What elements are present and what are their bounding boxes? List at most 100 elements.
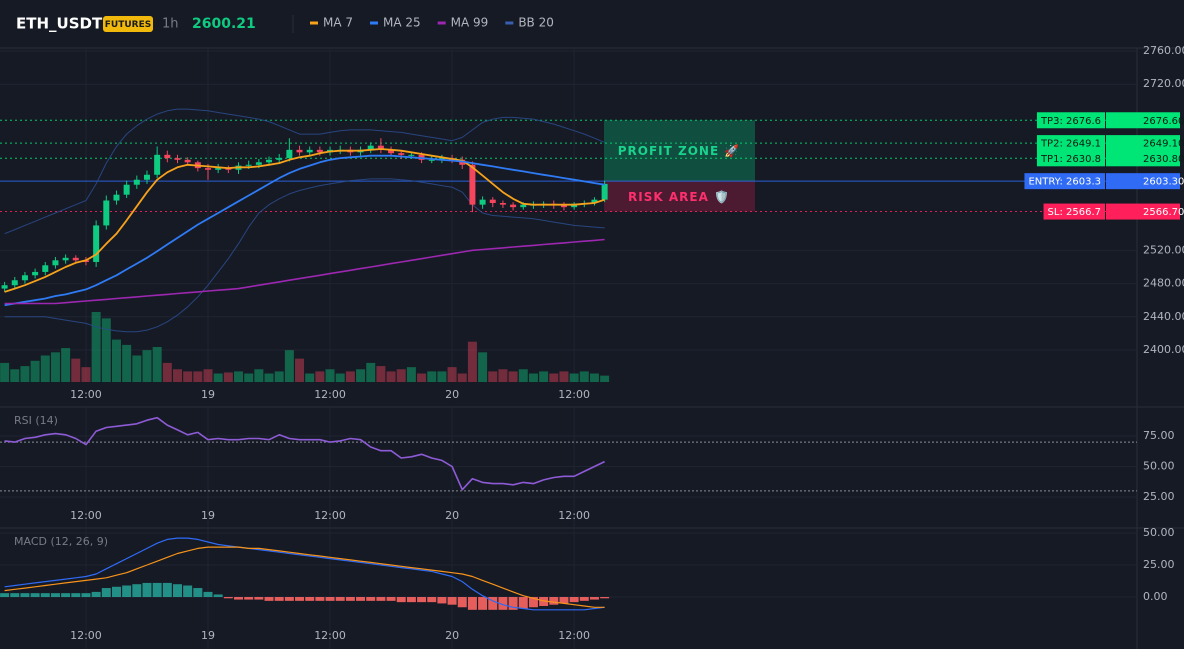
- volume-bar: [335, 373, 345, 382]
- zone-label: PROFIT ZONE 🚀: [618, 144, 741, 158]
- level-badge-bg: [1036, 135, 1105, 152]
- volume-bar: [447, 367, 457, 382]
- histogram-bar: [417, 597, 427, 603]
- zone-label: RISK AREA 🛡️: [628, 190, 730, 204]
- volume-bar: [437, 371, 447, 382]
- volume-bar: [101, 318, 111, 382]
- x-tick-label: 20: [445, 388, 459, 401]
- histogram-bar: [549, 597, 559, 605]
- y-tick-label: 50.00: [1143, 460, 1175, 473]
- volume-bar: [223, 372, 233, 382]
- level-price-bg: [1106, 173, 1180, 190]
- volume-bar: [457, 373, 467, 382]
- histogram-bar: [528, 597, 538, 608]
- histogram-bar: [30, 593, 40, 598]
- candle-body: [143, 174, 150, 180]
- macd-title: MACD (12, 26, 9): [14, 535, 108, 548]
- candle-body: [398, 153, 405, 155]
- volume-bar: [152, 347, 162, 382]
- histogram-bar: [101, 588, 111, 598]
- histogram-bar: [284, 597, 294, 601]
- candle-body: [164, 154, 171, 159]
- histogram-bar: [274, 597, 284, 601]
- candle-body: [479, 199, 486, 205]
- candle-body: [255, 162, 262, 165]
- volume-bar: [508, 371, 518, 382]
- histogram-bar: [223, 597, 233, 599]
- volume-bar: [0, 362, 10, 382]
- symbol: ETH_USDT: [16, 15, 103, 33]
- volume-bar: [162, 362, 172, 382]
- y-tick-label: 25.00: [1143, 490, 1175, 503]
- histogram-bar: [50, 593, 60, 598]
- histogram-bar: [111, 586, 121, 598]
- histogram-bar: [142, 582, 152, 598]
- y-tick-label: 2480.00: [1143, 277, 1184, 290]
- volume-bar: [274, 371, 284, 382]
- candle-body: [286, 149, 293, 159]
- candle-body: [388, 149, 395, 154]
- x-tick-label: 12:00: [314, 388, 346, 401]
- candle-body: [428, 159, 435, 161]
- volume-bar: [539, 371, 549, 382]
- volume-bar: [295, 358, 305, 382]
- candle-body: [52, 260, 59, 266]
- volume-bar: [91, 312, 101, 382]
- histogram-bar: [600, 597, 610, 599]
- legend-label[interactable]: MA 7: [323, 16, 353, 30]
- bb-lower: [4, 178, 605, 333]
- volume-bar: [345, 371, 355, 382]
- legend-label[interactable]: BB 20: [518, 16, 554, 30]
- volume-bar: [376, 366, 386, 382]
- volume-bar: [488, 371, 498, 382]
- legend-label[interactable]: MA 99: [451, 16, 489, 30]
- volume-bar: [20, 366, 30, 382]
- y-tick-label: 2520.00: [1143, 243, 1184, 256]
- histogram-bar: [295, 597, 305, 601]
- candle-body: [93, 225, 100, 262]
- level-price-bg: [1106, 150, 1180, 167]
- histogram-bar: [254, 597, 264, 600]
- interval[interactable]: 1h: [162, 17, 179, 32]
- level-price-bg: [1106, 112, 1180, 129]
- candle-body: [32, 271, 39, 276]
- histogram-bar: [376, 597, 386, 601]
- level-price: 2676.60: [1143, 116, 1184, 127]
- histogram-bar: [234, 597, 244, 600]
- candle-body: [489, 199, 496, 203]
- level-badge-bg: [1043, 203, 1105, 220]
- histogram-bar: [183, 585, 193, 598]
- level-price: 2649.10: [1143, 139, 1184, 150]
- level-badge: ENTRY: 2603.3: [1028, 177, 1101, 188]
- candle-body: [72, 257, 79, 261]
- macd-line: [4, 537, 605, 611]
- bb-upper: [4, 108, 605, 235]
- volume-bar: [81, 367, 91, 382]
- histogram-bar: [315, 597, 325, 601]
- histogram-bar: [91, 591, 101, 598]
- x-tick-label: 12:00: [558, 629, 590, 642]
- volume-bar: [528, 373, 538, 382]
- volume-bar: [132, 355, 142, 382]
- histogram-bar: [467, 597, 477, 610]
- macd-line: [4, 546, 605, 608]
- level-badge-bg: [1036, 150, 1105, 167]
- histogram-bar: [0, 593, 10, 598]
- volume-bar: [213, 373, 223, 382]
- volume-bar: [315, 371, 325, 382]
- histogram-bar: [345, 597, 355, 601]
- histogram-bar: [406, 597, 416, 603]
- volume-bar: [427, 371, 437, 382]
- x-tick-label: 12:00: [70, 629, 102, 642]
- x-tick-label: 20: [445, 629, 459, 642]
- volume-bar: [203, 369, 213, 382]
- volume-bar: [396, 369, 406, 382]
- candle-body: [184, 159, 191, 163]
- volume-bar: [71, 358, 81, 382]
- level-badge: TP3: 2676.6: [1040, 116, 1101, 127]
- histogram-bar: [589, 597, 599, 600]
- histogram-bar: [488, 597, 498, 610]
- histogram-bar: [386, 597, 396, 601]
- histogram-bar: [81, 593, 91, 598]
- legend-label[interactable]: MA 25: [383, 16, 421, 30]
